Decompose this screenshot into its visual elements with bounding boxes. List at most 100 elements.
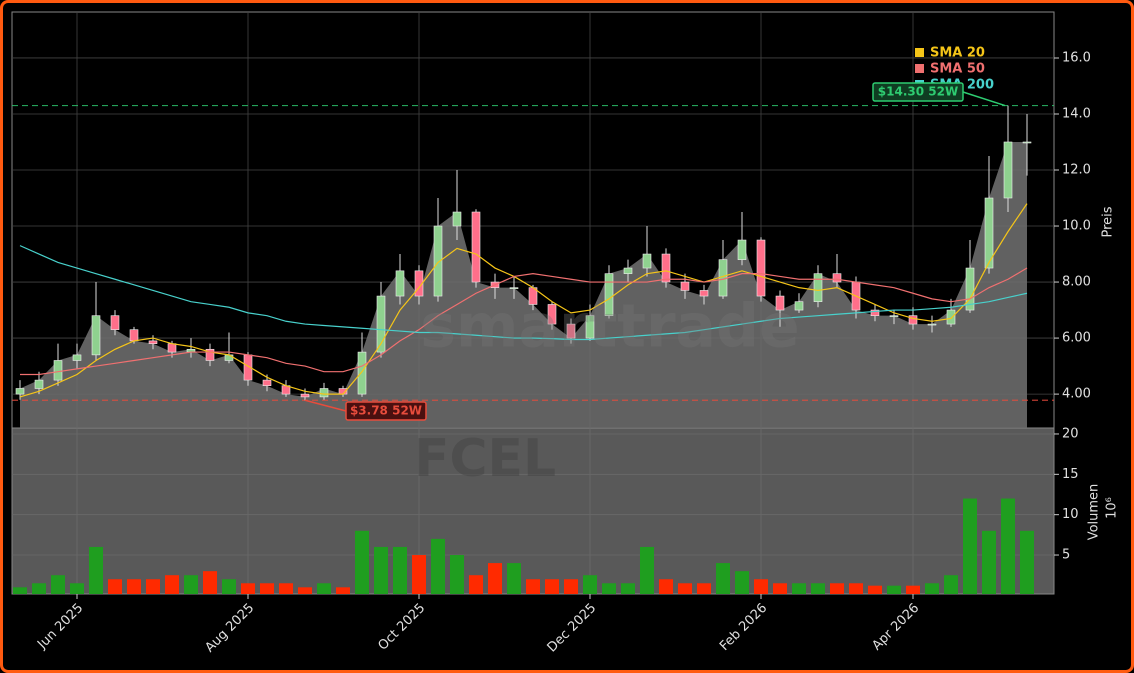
candle-body bbox=[414, 270, 424, 297]
volume-bar bbox=[773, 583, 787, 594]
price-area bbox=[20, 141, 1027, 429]
candle-body bbox=[376, 295, 386, 353]
volume-bar bbox=[89, 546, 103, 594]
candle-body bbox=[433, 225, 443, 297]
volume-bar bbox=[222, 579, 236, 594]
x-tick-label: Dec 2025 bbox=[545, 601, 600, 656]
candle-body bbox=[91, 315, 101, 356]
volume-bar bbox=[659, 579, 673, 594]
y-axis-label: Preis bbox=[1101, 206, 1116, 237]
volume-bar bbox=[1001, 498, 1015, 594]
candle-body bbox=[585, 315, 595, 339]
annotation-box bbox=[872, 82, 964, 102]
candle-body bbox=[623, 267, 633, 274]
candle-body bbox=[148, 340, 158, 344]
candle-body bbox=[661, 253, 671, 283]
candle-body bbox=[224, 354, 234, 361]
candle-body bbox=[34, 379, 44, 389]
legend-label: SMA 20 bbox=[930, 46, 985, 61]
volume-bar bbox=[640, 546, 654, 594]
volume-bar bbox=[583, 575, 597, 594]
volume-bar bbox=[545, 579, 559, 594]
candle-body bbox=[927, 323, 937, 326]
candle-body bbox=[452, 211, 462, 227]
candle-body bbox=[509, 287, 519, 289]
candle-body bbox=[471, 211, 481, 283]
candle-body bbox=[300, 393, 310, 398]
sma-line bbox=[19, 245, 1028, 341]
volume-bar bbox=[697, 583, 711, 594]
volume-bar bbox=[507, 563, 521, 594]
annotation-arrow bbox=[962, 91, 1006, 107]
candle-body bbox=[642, 253, 652, 269]
candle-body bbox=[395, 270, 405, 297]
x-tick-label: Apr 2026 bbox=[869, 601, 922, 654]
volume-bar bbox=[336, 587, 350, 594]
candle-body bbox=[699, 290, 709, 297]
candle-body bbox=[984, 197, 994, 269]
volume-bar bbox=[146, 579, 160, 594]
candle-body bbox=[15, 388, 25, 395]
volume-bar bbox=[811, 583, 825, 594]
volume-bar bbox=[830, 583, 844, 594]
volume-bar bbox=[51, 575, 65, 594]
x-tick-label: Aug 2025 bbox=[202, 601, 257, 656]
candle-body bbox=[794, 301, 804, 311]
candle-body bbox=[547, 304, 557, 325]
candle-body bbox=[205, 348, 215, 361]
legend-label: SMA 50 bbox=[930, 62, 985, 77]
volume-unit: 10⁶ bbox=[1105, 497, 1120, 519]
volume-bar bbox=[393, 546, 407, 594]
candle-body bbox=[870, 309, 880, 316]
x-tick-label: Oct 2025 bbox=[375, 601, 428, 654]
candle-body bbox=[1022, 141, 1032, 144]
candle-body bbox=[566, 323, 576, 339]
volume-bar bbox=[1020, 530, 1034, 594]
volume-bar bbox=[963, 498, 977, 594]
volume-bar bbox=[203, 571, 217, 594]
candle-body bbox=[357, 351, 367, 395]
volume-bar bbox=[317, 583, 331, 594]
volume-bar bbox=[602, 583, 616, 594]
y-tick-label: 4.00 bbox=[1062, 387, 1091, 402]
ticker-watermark: FCEL bbox=[414, 429, 556, 489]
volume-bar bbox=[431, 538, 445, 594]
candle-body bbox=[908, 315, 918, 325]
volume-tick-label: 20 bbox=[1062, 426, 1079, 441]
candle-body bbox=[889, 315, 899, 317]
candle-body bbox=[262, 379, 272, 386]
candle-body bbox=[319, 388, 329, 398]
volume-bar bbox=[754, 579, 768, 594]
volume-bar bbox=[716, 563, 730, 594]
candle-body bbox=[756, 239, 766, 297]
annotation-box bbox=[345, 401, 427, 421]
y-tick-label: 12.0 bbox=[1062, 162, 1091, 177]
volume-bar bbox=[488, 563, 502, 594]
candle-body bbox=[604, 273, 614, 316]
volume-bar bbox=[526, 579, 540, 594]
volume-bar bbox=[678, 583, 692, 594]
volume-bar bbox=[108, 579, 122, 594]
volume-bar bbox=[279, 583, 293, 594]
volume-bar bbox=[944, 575, 958, 594]
x-tick-label: Jun 2025 bbox=[34, 601, 86, 653]
volume-tick-label: 5 bbox=[1062, 548, 1070, 563]
volume-bar bbox=[469, 575, 483, 594]
volume-bar bbox=[374, 546, 388, 594]
candle-body bbox=[1003, 141, 1013, 199]
candle-body bbox=[832, 273, 842, 283]
volume-bar bbox=[849, 583, 863, 594]
volume-bar bbox=[355, 530, 369, 594]
y-tick-label: 10.0 bbox=[1062, 219, 1091, 234]
volume-bar bbox=[13, 587, 27, 594]
volume-bar bbox=[887, 585, 901, 594]
volume-bar bbox=[925, 583, 939, 594]
candle-body bbox=[813, 273, 823, 302]
candle-body bbox=[129, 329, 139, 342]
volume-bar bbox=[564, 579, 578, 594]
volume-bar bbox=[982, 530, 996, 594]
sma-line bbox=[19, 203, 1028, 398]
volume-bar bbox=[868, 585, 882, 594]
